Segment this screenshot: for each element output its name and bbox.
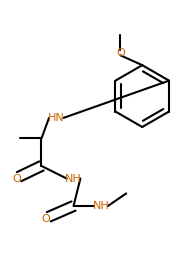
Text: NH: NH bbox=[93, 201, 109, 211]
Text: NH: NH bbox=[65, 173, 82, 184]
Text: O: O bbox=[116, 47, 125, 58]
Text: O: O bbox=[42, 214, 50, 224]
Text: HN: HN bbox=[48, 113, 65, 123]
Text: O: O bbox=[12, 173, 21, 184]
